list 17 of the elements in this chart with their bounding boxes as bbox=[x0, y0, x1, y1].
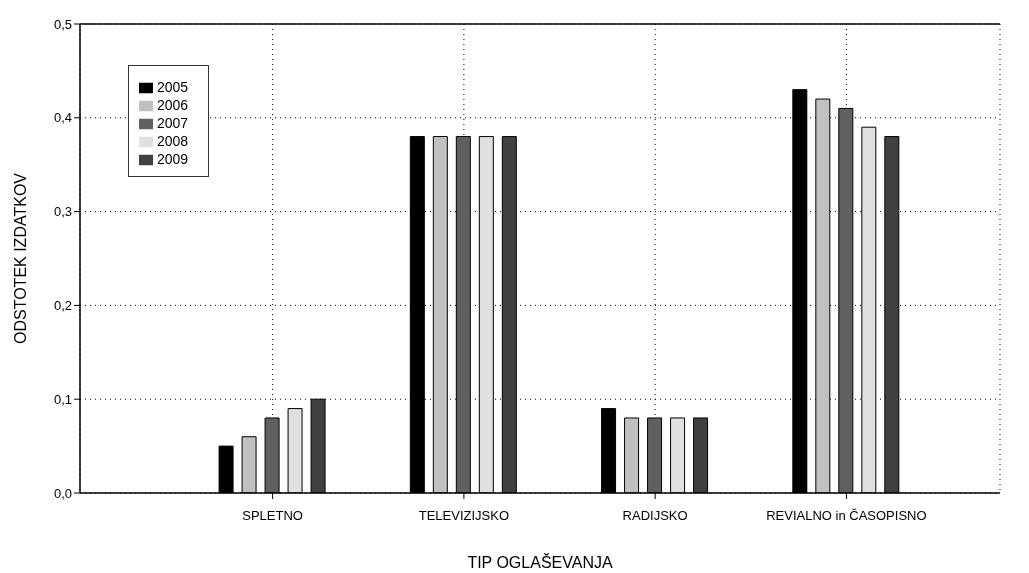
x-tick-label: RADIJSKO bbox=[622, 508, 688, 524]
y-tick-label: 0,5 bbox=[53, 16, 72, 32]
y-axis-title: ODSTOTEK IZDATKOV bbox=[11, 172, 29, 344]
legend-label: 2009 bbox=[157, 151, 189, 167]
x-tick-label: SPLETNO bbox=[242, 508, 303, 524]
legend-label: 2007 bbox=[157, 115, 189, 131]
legend-label: 2006 bbox=[157, 97, 189, 113]
y-tick-label: 0,1 bbox=[53, 391, 72, 407]
legend-label: 2005 bbox=[157, 79, 189, 95]
y-tick-label: 0,4 bbox=[53, 110, 72, 126]
legend-label: 2008 bbox=[157, 133, 189, 149]
x-tick-label: TELEVIZIJSKO bbox=[418, 508, 510, 524]
x-axis-title: TIP OGLAŠEVANJA bbox=[467, 553, 613, 571]
y-tick-label: 0,2 bbox=[53, 298, 72, 314]
x-tick-label: REVIALNO in ČASOPISNO bbox=[766, 508, 927, 524]
y-tick-label: 0,3 bbox=[53, 204, 72, 220]
y-tick-label: 0,0 bbox=[53, 485, 72, 501]
